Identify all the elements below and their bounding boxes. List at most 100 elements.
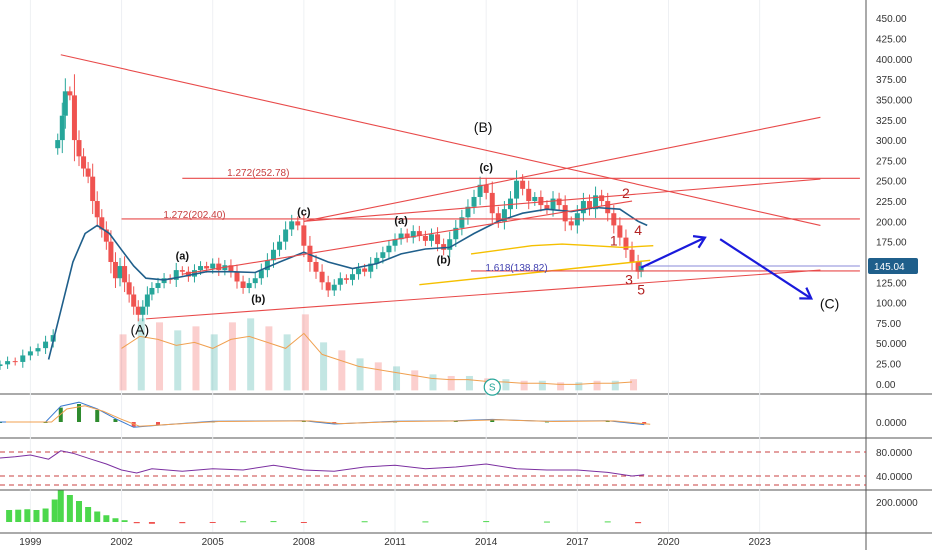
candle-body[interactable] [0, 364, 3, 366]
candle-body[interactable] [240, 281, 246, 288]
candle-body[interactable] [289, 221, 295, 230]
candle-body[interactable] [55, 140, 61, 149]
candle-body[interactable] [43, 341, 49, 349]
candle-body[interactable] [538, 196, 544, 206]
candle-body[interactable] [108, 241, 114, 262]
candle-body[interactable] [103, 229, 109, 242]
candle-body[interactable] [228, 265, 234, 272]
candle-body[interactable] [337, 278, 343, 285]
candle-body[interactable] [362, 268, 368, 272]
channel-low-line[interactable] [182, 200, 633, 275]
candle-body[interactable] [477, 184, 483, 197]
candle-body[interactable] [234, 271, 240, 282]
candle-body[interactable] [410, 231, 416, 238]
candle-body[interactable] [550, 198, 556, 210]
candle-body[interactable] [617, 225, 623, 238]
candle-body[interactable] [392, 239, 398, 246]
candle-body[interactable] [173, 270, 179, 280]
candle-body[interactable] [295, 221, 301, 226]
candle-body[interactable] [556, 198, 562, 206]
candle-body[interactable] [313, 261, 319, 272]
candle-body[interactable] [635, 261, 641, 272]
candle-body[interactable] [62, 91, 68, 116]
candle-body[interactable] [258, 270, 264, 279]
candle-body[interactable] [94, 201, 100, 218]
candle-body[interactable] [325, 282, 331, 291]
candle-body[interactable] [216, 263, 222, 271]
candle-body[interactable] [489, 192, 495, 214]
candle-body[interactable] [35, 348, 41, 352]
candle-body[interactable] [428, 234, 434, 241]
candle-body[interactable] [459, 217, 465, 228]
candle-body[interactable] [126, 282, 132, 295]
candle-body[interactable] [210, 263, 216, 269]
candle-body[interactable] [483, 184, 489, 193]
candle-body[interactable] [179, 270, 185, 272]
candle-body[interactable] [544, 205, 550, 210]
candle-body[interactable] [71, 95, 77, 141]
candle-body[interactable] [605, 201, 611, 214]
candle-body[interactable] [264, 260, 270, 271]
candle-body[interactable] [532, 196, 538, 202]
candle-body[interactable] [422, 235, 428, 241]
candle-body[interactable] [398, 233, 404, 240]
candle-body[interactable] [246, 283, 252, 288]
candle-body[interactable] [20, 355, 26, 362]
candle-body[interactable] [185, 271, 191, 277]
candle-body[interactable] [514, 180, 520, 199]
candle-body[interactable] [198, 266, 204, 271]
candle-body[interactable] [507, 198, 513, 210]
candle-body[interactable] [520, 180, 526, 189]
candle-body[interactable] [27, 351, 33, 356]
candle-body[interactable] [386, 245, 392, 253]
candle-body[interactable] [416, 231, 422, 236]
candle-body[interactable] [599, 195, 605, 202]
channel-mid-line[interactable] [303, 178, 821, 222]
candle-body[interactable] [252, 278, 258, 284]
candle-body[interactable] [76, 140, 82, 157]
candle-body[interactable] [568, 221, 574, 226]
candle-body[interactable] [117, 266, 123, 279]
candle-body[interactable] [526, 188, 532, 202]
candle-body[interactable] [356, 268, 362, 275]
candle-body[interactable] [319, 271, 325, 283]
candle-body[interactable] [85, 168, 91, 177]
candle-body[interactable] [629, 249, 635, 262]
candle-body[interactable] [5, 361, 11, 365]
candle-body[interactable] [59, 115, 65, 141]
candle-body[interactable] [580, 201, 586, 214]
triangle-top-line[interactable] [60, 54, 821, 226]
triangle-bottom-line[interactable] [145, 269, 821, 320]
candle-body[interactable] [374, 257, 380, 264]
projection-arrow-up[interactable] [640, 236, 706, 269]
candle-body[interactable] [90, 176, 96, 202]
candle-body[interactable] [122, 266, 128, 283]
candle-body[interactable] [301, 225, 307, 246]
candle-body[interactable] [12, 361, 18, 363]
candle-body[interactable] [441, 244, 447, 250]
candle-body[interactable] [562, 205, 568, 222]
candle-body[interactable] [453, 227, 459, 240]
candle-body[interactable] [112, 261, 118, 279]
candle-body[interactable] [447, 239, 453, 250]
candle-body[interactable] [149, 287, 155, 295]
candle-body[interactable] [131, 294, 137, 307]
projection-arrow-down[interactable] [719, 238, 812, 300]
candle-body[interactable] [270, 249, 276, 261]
s-marker-circle[interactable] [483, 378, 501, 396]
candle-body[interactable] [471, 196, 477, 207]
candle-body[interactable] [67, 91, 73, 96]
candle-body[interactable] [368, 263, 374, 272]
candle-body[interactable] [155, 283, 161, 288]
candle-body[interactable] [343, 278, 349, 280]
candle-body[interactable] [99, 217, 105, 230]
candle-body[interactable] [404, 233, 410, 238]
candle-body[interactable] [140, 306, 146, 315]
candle-body[interactable] [501, 209, 507, 222]
candle-body[interactable] [283, 229, 289, 242]
candle-body[interactable] [81, 156, 87, 169]
channel-high-line[interactable] [303, 116, 821, 222]
candle-body[interactable] [465, 206, 471, 218]
candle-body[interactable] [135, 306, 141, 315]
